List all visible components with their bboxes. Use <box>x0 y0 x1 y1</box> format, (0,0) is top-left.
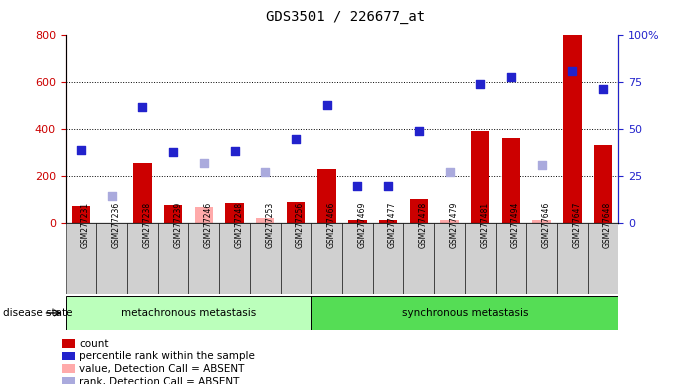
Text: GSM277236: GSM277236 <box>112 202 121 248</box>
Bar <box>379 220 397 223</box>
Text: GSM277469: GSM277469 <box>357 202 366 248</box>
Bar <box>410 199 428 223</box>
Bar <box>533 220 551 223</box>
Point <box>290 136 301 142</box>
Bar <box>527 223 557 294</box>
Point <box>475 81 486 87</box>
Bar <box>127 223 158 294</box>
Text: GSM277478: GSM277478 <box>419 202 428 248</box>
Bar <box>312 296 618 330</box>
Text: GSM277494: GSM277494 <box>511 202 520 248</box>
Text: GSM277481: GSM277481 <box>480 202 489 248</box>
Point <box>260 169 271 175</box>
Bar <box>66 296 312 330</box>
Text: percentile rank within the sample: percentile rank within the sample <box>79 351 256 361</box>
Bar <box>404 223 434 294</box>
Point <box>413 128 424 134</box>
Text: metachronous metastasis: metachronous metastasis <box>121 308 256 318</box>
Text: GSM277646: GSM277646 <box>542 202 551 248</box>
Text: GSM277231: GSM277231 <box>81 202 90 248</box>
Bar <box>66 223 96 294</box>
Bar <box>348 220 367 223</box>
Bar <box>440 220 459 223</box>
Text: GSM277253: GSM277253 <box>265 202 274 248</box>
Point <box>383 183 394 189</box>
Point <box>536 162 547 168</box>
Point <box>198 160 209 166</box>
Text: GDS3501 / 226677_at: GDS3501 / 226677_at <box>266 10 425 23</box>
Text: count: count <box>79 339 109 349</box>
Point <box>168 149 179 155</box>
Bar <box>164 205 182 223</box>
Point <box>106 193 117 199</box>
Text: GSM277648: GSM277648 <box>603 202 612 248</box>
Text: GSM277479: GSM277479 <box>450 202 459 248</box>
Bar <box>158 223 189 294</box>
Bar <box>317 169 336 223</box>
Bar <box>495 223 527 294</box>
Bar <box>434 223 465 294</box>
Bar <box>471 131 489 223</box>
Text: GSM277647: GSM277647 <box>572 202 581 248</box>
Bar <box>96 223 127 294</box>
Point <box>352 183 363 189</box>
Bar <box>195 207 213 223</box>
Bar <box>557 223 588 294</box>
Bar <box>287 202 305 223</box>
Text: GSM277256: GSM277256 <box>296 202 305 248</box>
Bar <box>372 223 404 294</box>
Bar <box>189 223 219 294</box>
Bar <box>225 203 244 223</box>
Point <box>75 147 86 153</box>
Text: value, Detection Call = ABSENT: value, Detection Call = ABSENT <box>79 364 245 374</box>
Bar <box>72 206 91 223</box>
Bar <box>342 223 372 294</box>
Bar <box>502 138 520 223</box>
Text: GSM277239: GSM277239 <box>173 202 182 248</box>
Bar <box>563 35 582 223</box>
Bar <box>588 223 618 294</box>
Point <box>444 169 455 175</box>
Point <box>598 86 609 92</box>
Point <box>229 148 240 154</box>
Text: rank, Detection Call = ABSENT: rank, Detection Call = ABSENT <box>79 377 240 384</box>
Text: GSM277246: GSM277246 <box>204 202 213 248</box>
Text: GSM277466: GSM277466 <box>327 202 336 248</box>
Bar <box>133 163 151 223</box>
Point <box>137 104 148 111</box>
Text: GSM277477: GSM277477 <box>388 202 397 248</box>
Bar <box>312 223 342 294</box>
Point <box>321 102 332 108</box>
Text: synchronous metastasis: synchronous metastasis <box>401 308 528 318</box>
Bar <box>594 145 612 223</box>
Text: GSM277248: GSM277248 <box>234 202 243 248</box>
Text: GSM277238: GSM277238 <box>142 202 151 248</box>
Bar <box>256 218 274 223</box>
Bar <box>219 223 250 294</box>
Bar <box>465 223 495 294</box>
Point <box>505 74 516 80</box>
Bar <box>281 223 312 294</box>
Text: disease state: disease state <box>3 308 73 318</box>
Bar <box>250 223 281 294</box>
Point <box>567 68 578 74</box>
